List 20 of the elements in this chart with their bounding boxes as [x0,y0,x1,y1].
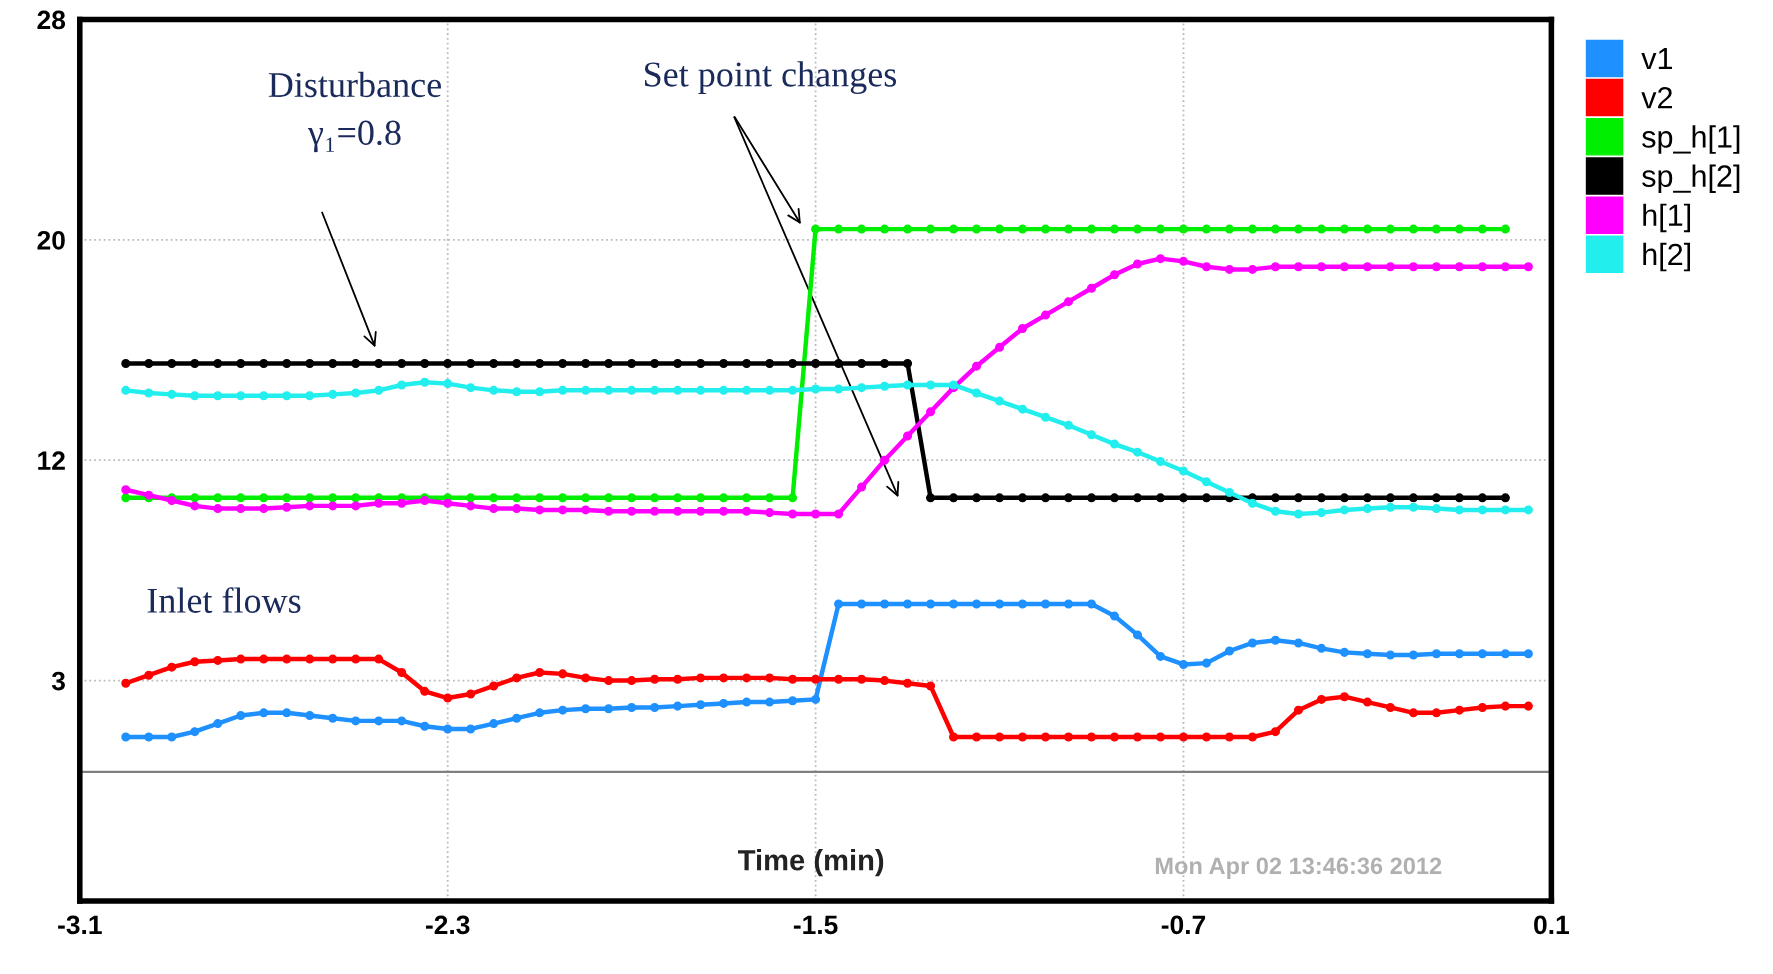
y-tick-label: 12 [38,451,65,470]
x-tick-label: -1.5 [793,915,838,935]
annotation: Disturbance γ₁=0.8 [268,71,441,153]
y-tick-label: 20 [37,230,65,250]
annotation: Mon Apr 02 13:46:36 2012 [1155,857,1442,879]
y-tick-label: 28 [37,10,66,30]
legend-label: h[2] [1643,242,1691,272]
legend-label: v2 [1641,86,1672,109]
legend-label: v1 [1641,48,1673,70]
x-tick-label: 0.1 [1534,915,1569,935]
legend-label: sp_h[1] [1642,125,1740,154]
y-tick-label: 3 [51,671,65,691]
x-tick-label: -3.1 [58,915,102,935]
x-axis-title: Time (min) [738,849,884,877]
annotation: Set point changes [645,61,897,95]
x-tick-label: -0.7 [1161,915,1206,935]
x-tick-label: -2.3 [425,915,470,935]
legend-label: h[1] [1643,203,1691,233]
legend-label: sp_h[2] [1642,164,1740,193]
annotation: Inlet flows [147,587,301,613]
